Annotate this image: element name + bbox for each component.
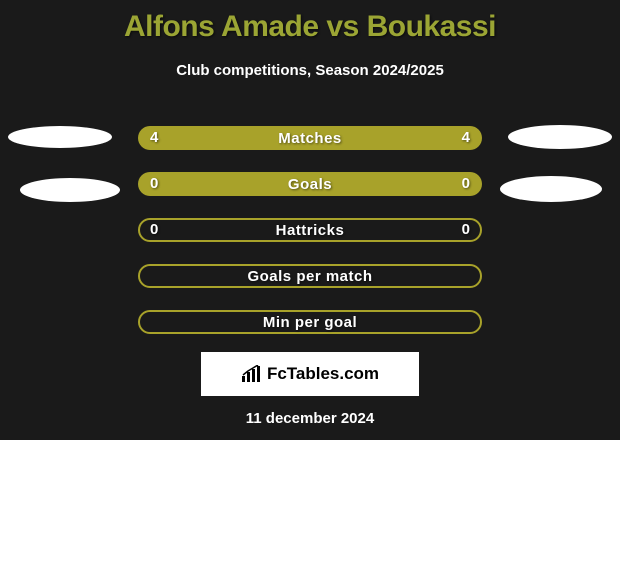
date-text: 11 december 2024 [0,410,620,427]
page-title: Alfons Amade vs Boukassi [0,0,620,44]
stat-value-left: 4 [150,126,158,150]
stat-row: Goals per match [0,264,620,288]
stat-bar: Goals [138,172,482,196]
chart-icon [241,365,263,383]
stats-rows: Matches 4 4 Goals 0 0 Hattricks 0 0 Goals per mat… [0,126,620,356]
stat-bar: Goals per match [138,264,482,288]
stat-bar: Min per goal [138,310,482,334]
stat-value-right: 4 [462,126,470,150]
stat-value-right: 0 [462,172,470,196]
stat-row: Hattricks 0 0 [0,218,620,242]
comparison-panel: Alfons Amade vs Boukassi Club competitio… [0,0,620,440]
ellipse-left-2 [20,178,120,202]
stat-label: Goals [288,176,332,193]
stat-label: Goals per match [247,268,372,285]
logo: FcTables.com [241,364,379,384]
stat-label: Matches [278,130,342,147]
logo-text: FcTables.com [267,364,379,384]
stat-bar: Matches [138,126,482,150]
stat-label: Hattricks [276,222,345,239]
stat-value-right: 0 [462,218,470,242]
ellipse-right-2 [500,176,602,202]
ellipse-left-1 [8,126,112,148]
ellipse-right-1 [508,125,612,149]
stat-row: Min per goal [0,310,620,334]
page-subtitle: Club competitions, Season 2024/2025 [0,62,620,79]
stat-value-left: 0 [150,218,158,242]
stat-label: Min per goal [263,314,357,331]
stat-bar: Hattricks [138,218,482,242]
logo-box: FcTables.com [201,352,419,396]
stat-value-left: 0 [150,172,158,196]
